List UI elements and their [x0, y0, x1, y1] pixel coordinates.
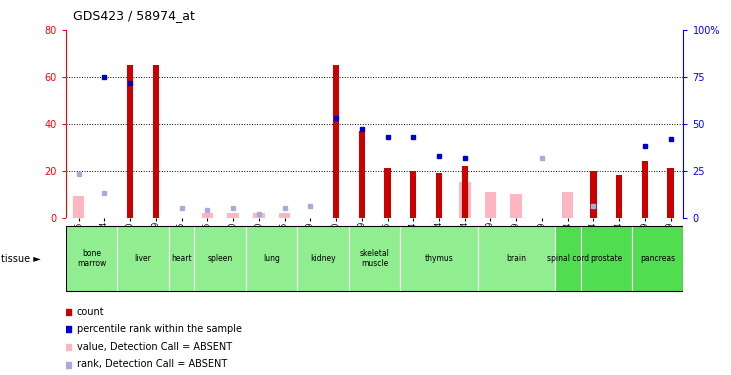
Bar — [642, 161, 648, 218]
Text: GSM12694: GSM12694 — [409, 221, 417, 262]
Bar — [410, 171, 417, 217]
Bar — [401, 226, 477, 291]
Text: GSM12679: GSM12679 — [537, 221, 547, 262]
Text: liver: liver — [135, 254, 151, 263]
Bar — [153, 65, 159, 218]
Text: GSM12719: GSM12719 — [151, 221, 160, 262]
Text: GSM12704: GSM12704 — [563, 221, 572, 262]
Text: brain: brain — [506, 254, 526, 263]
Text: GSM12665: GSM12665 — [202, 221, 212, 262]
Bar — [461, 166, 468, 218]
Text: GSM12650: GSM12650 — [229, 221, 238, 262]
Text: GDS423 / 58974_at: GDS423 / 58974_at — [73, 9, 195, 22]
Text: GSM12729: GSM12729 — [357, 221, 366, 262]
Text: skeletal
muscle: skeletal muscle — [360, 249, 390, 268]
Bar — [385, 168, 390, 217]
Text: rank, Detection Call = ABSENT: rank, Detection Call = ABSENT — [77, 360, 227, 369]
Text: GSM12714: GSM12714 — [461, 221, 469, 262]
Bar — [279, 213, 290, 217]
Bar — [616, 176, 622, 217]
Text: value, Detection Call = ABSENT: value, Detection Call = ABSENT — [77, 342, 232, 352]
Bar — [333, 65, 339, 218]
Text: GSM12709: GSM12709 — [512, 221, 520, 262]
Bar — [510, 194, 522, 217]
Text: GSM12734: GSM12734 — [589, 221, 598, 262]
Bar — [562, 192, 573, 217]
Text: GSM12655: GSM12655 — [280, 221, 289, 262]
Bar — [194, 226, 246, 291]
Text: GSM12670: GSM12670 — [254, 221, 263, 262]
Bar — [253, 213, 265, 217]
Bar — [485, 192, 496, 217]
Text: GSM12749: GSM12749 — [666, 221, 675, 262]
Text: GSM12640: GSM12640 — [126, 221, 135, 262]
Text: GSM12699: GSM12699 — [306, 221, 315, 262]
Bar — [246, 226, 298, 291]
Bar — [359, 131, 365, 218]
Text: count: count — [77, 307, 105, 317]
Bar — [127, 65, 133, 218]
Bar — [580, 226, 632, 291]
Bar — [349, 226, 401, 291]
Bar — [590, 171, 596, 217]
Text: lung: lung — [263, 254, 280, 263]
Text: GSM12635: GSM12635 — [74, 221, 83, 262]
Text: prostate: prostate — [590, 254, 622, 263]
Text: thymus: thymus — [425, 254, 453, 263]
Text: GSM12684: GSM12684 — [434, 221, 444, 262]
Text: GSM12689: GSM12689 — [486, 221, 495, 262]
Text: pancreas: pancreas — [640, 254, 675, 263]
Text: spleen: spleen — [208, 254, 233, 263]
Text: GSM12739: GSM12739 — [640, 221, 649, 262]
Bar — [227, 213, 239, 217]
Bar — [632, 226, 683, 291]
Bar — [117, 226, 169, 291]
Text: heart: heart — [171, 254, 192, 263]
Bar — [477, 226, 555, 291]
Bar — [73, 196, 85, 217]
Bar — [66, 226, 117, 291]
Bar — [298, 226, 349, 291]
Bar — [459, 182, 471, 218]
Text: GSM12660: GSM12660 — [332, 221, 341, 262]
Bar — [169, 226, 194, 291]
Text: GSM12724: GSM12724 — [100, 221, 109, 262]
Text: GSM12744: GSM12744 — [615, 221, 624, 262]
Bar — [667, 168, 674, 217]
Text: percentile rank within the sample: percentile rank within the sample — [77, 324, 242, 334]
Text: kidney: kidney — [311, 254, 336, 263]
Text: bone
marrow: bone marrow — [77, 249, 106, 268]
Text: GSM12645: GSM12645 — [177, 221, 186, 262]
Text: tissue ►: tissue ► — [1, 254, 40, 264]
Text: spinal cord: spinal cord — [547, 254, 588, 263]
Text: GSM12675: GSM12675 — [383, 221, 392, 262]
Bar — [555, 226, 580, 291]
Bar — [202, 213, 213, 217]
Bar — [436, 173, 442, 217]
